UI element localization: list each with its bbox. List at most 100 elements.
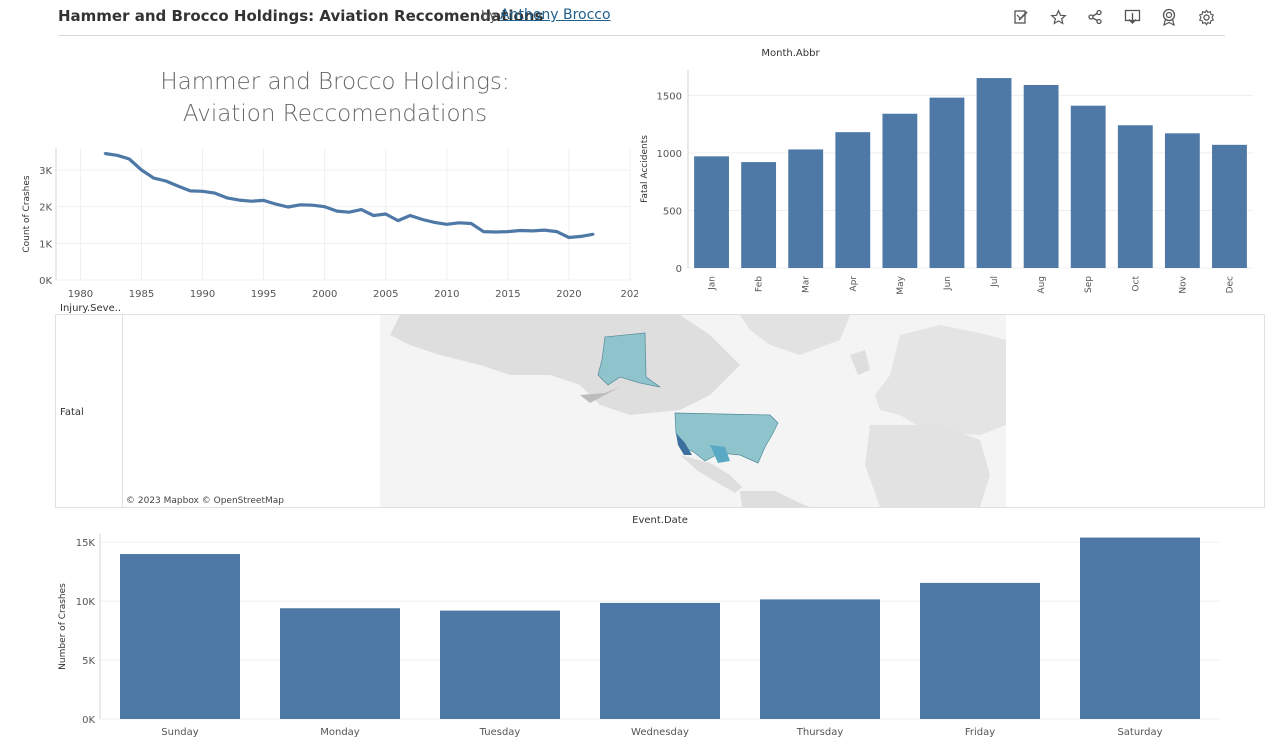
bar-dec <box>1212 144 1247 268</box>
bar-monday <box>280 608 400 719</box>
chart-title: Month.Abbr <box>761 48 820 59</box>
top-bar: Hammer and Brocco Holdings: Aviation Rec… <box>0 0 1267 36</box>
y-tick-label: 2K <box>39 203 52 214</box>
x-tick-label: 1985 <box>129 289 154 300</box>
line-point <box>506 230 510 233</box>
line-point <box>164 179 168 183</box>
map-attribution: © 2023 Mapbox © OpenStreetMap <box>126 496 284 506</box>
y-tick-label: 0K <box>82 715 95 726</box>
africa-landmass <box>865 425 990 507</box>
favorite-star-icon[interactable] <box>1047 6 1069 28</box>
x-tick-label: 202 <box>620 289 638 300</box>
line-point <box>384 212 387 216</box>
canada-landmass <box>390 315 740 415</box>
line-point <box>482 230 485 233</box>
line-point <box>396 219 400 222</box>
line-point <box>189 189 192 193</box>
line-point <box>360 208 363 211</box>
x-tick-label: Jun <box>943 276 953 291</box>
by-label: by <box>481 9 497 24</box>
bar-wednesday <box>600 602 720 719</box>
line-point <box>470 222 473 225</box>
x-tick-label: Mar <box>802 276 812 293</box>
x-tick-label: 1990 <box>190 289 215 300</box>
dashboard-title: Hammer and Brocco Holdings: Aviation Rec… <box>160 69 510 127</box>
crashes-by-year-chart[interactable]: 1980 1985 1990 1995 2000 2005 2010 2015 2020 202 0… <box>18 140 638 305</box>
line-point <box>531 229 534 233</box>
x-tick-label: Nov <box>1178 275 1188 293</box>
line-point <box>494 230 497 234</box>
x-tick-label: Sep <box>1084 276 1094 293</box>
y-axis-title: Number of Crashes <box>58 583 68 670</box>
viz-title: Hammer and Brocco Holdings: Aviation Rec… <box>58 7 544 25</box>
line-point <box>555 230 558 233</box>
y-tick-label: 500 <box>663 206 682 217</box>
line-point <box>335 209 339 213</box>
x-tick-label: 2020 <box>556 289 581 300</box>
line-point <box>299 203 302 207</box>
line-point <box>176 184 180 188</box>
crashes-by-weekday-chart[interactable]: Event.Date 0K 5K 10K 15K Number of Crashes Sun… <box>52 510 1227 740</box>
world-map[interactable] <box>380 315 1006 507</box>
y-axis-title: Fatal Accidents <box>640 135 650 203</box>
bar-jul <box>976 78 1012 268</box>
map-field-header: Injury.Seve.. <box>60 303 122 314</box>
line-point <box>262 199 265 202</box>
settings-gear-icon[interactable] <box>1195 6 1217 28</box>
bar-thursday <box>760 599 880 719</box>
x-tick-label: Tuesday <box>479 727 521 738</box>
map-row-label: Fatal <box>60 407 84 418</box>
badge-icon[interactable] <box>1158 6 1180 28</box>
injury-severity-map-panel: Injury.Seve.. Fatal © 2023 Mapbox © Open… <box>55 303 1265 508</box>
bar-sunday <box>120 554 240 719</box>
x-tick-label: Sunday <box>161 727 198 738</box>
texas-region[interactable] <box>710 445 730 463</box>
y-tick-label: 15K <box>76 538 96 549</box>
bar-feb <box>741 162 777 268</box>
share-icon[interactable] <box>1084 6 1106 28</box>
bar-jan <box>694 156 729 268</box>
line-point <box>372 214 375 217</box>
line-point <box>225 196 229 200</box>
south-america-landmass <box>740 491 810 507</box>
mexico-landmass <box>680 455 742 493</box>
bar-tuesday <box>440 610 560 719</box>
x-tick-label: Wednesday <box>631 727 689 738</box>
bar-mar <box>788 149 824 268</box>
bar-saturday <box>1080 537 1200 719</box>
line-point <box>274 202 278 206</box>
y-axis-title: Count of Crashes <box>22 175 32 253</box>
greenland-landmass <box>740 315 850 355</box>
crashes-line <box>104 151 594 240</box>
uk-iceland-landmass <box>850 350 870 375</box>
line-point <box>115 154 119 157</box>
y-tick-label: 1500 <box>657 91 682 102</box>
line-point <box>445 223 449 226</box>
x-tick-label: Friday <box>965 727 995 738</box>
x-tick-label: 2005 <box>373 289 398 300</box>
author-link[interactable]: Anthony Brocco <box>500 7 611 23</box>
line-point <box>567 236 571 239</box>
bar-apr <box>835 132 871 268</box>
bar-sep <box>1070 105 1106 268</box>
y-tick-label: 5K <box>82 656 95 667</box>
alaska-region[interactable] <box>597 332 661 388</box>
line-point <box>311 204 314 207</box>
x-tick-label: Jan <box>708 276 718 291</box>
fatal-by-month-chart[interactable]: Month.Abbr 0 500 1000 1500 Fatal Accidents Jan… <box>635 42 1260 297</box>
x-tick-label: Apr <box>849 276 859 292</box>
line-point <box>543 228 546 232</box>
x-tick-label: Dec <box>1225 276 1235 293</box>
line-point <box>286 205 290 209</box>
line-point <box>140 168 143 172</box>
edit-icon[interactable] <box>1010 6 1032 28</box>
x-tick-label: 2000 <box>312 289 337 300</box>
bar-may <box>882 113 918 268</box>
bar-oct <box>1117 125 1153 268</box>
x-tick-label: Thursday <box>796 727 844 738</box>
map-divider <box>122 315 123 507</box>
download-icon[interactable] <box>1121 6 1143 28</box>
line-point <box>457 221 461 224</box>
x-tick-label: 1980 <box>68 289 93 300</box>
california-region[interactable] <box>676 433 692 455</box>
